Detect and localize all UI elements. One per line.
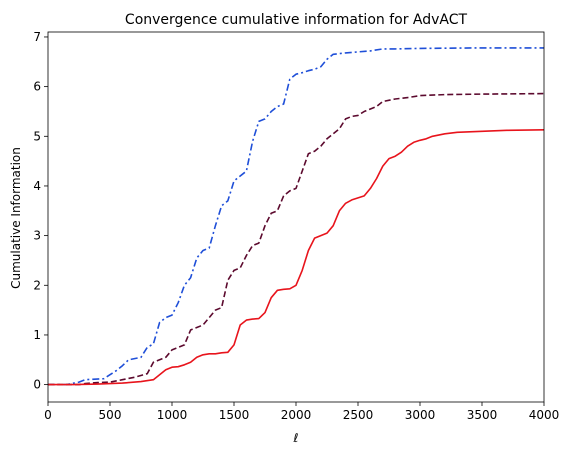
y-tick-label: 6 [33,80,41,94]
series-line-3 [48,129,545,386]
series-line-2 [48,92,545,386]
chart-title: Convergence cumulative information for A… [125,12,468,28]
y-tick-label: 4 [33,179,41,193]
y-tick-label: 0 [33,378,41,392]
y-tick-label: 7 [33,30,41,44]
x-axis-label: ℓ [293,431,299,445]
x-axis: 0 500 1000 1500 2000 2500 3000 3500 4000 [44,402,559,422]
x-tick-label: 3000 [405,408,436,422]
y-axis-label: Cumulative Information [9,147,23,289]
x-tick-label: 1500 [219,408,250,422]
x-tick-label: 500 [99,408,122,422]
x-tick-label: 4000 [529,408,560,422]
x-tick-label: 1000 [157,408,188,422]
y-axis: 0 1 2 3 4 5 6 7 [33,30,48,392]
plot-lines [48,47,545,386]
x-tick-label: 2000 [281,408,312,422]
x-tick-label: 3500 [467,408,498,422]
plot-frame [47,31,545,403]
series-line-1 [48,47,544,386]
x-tick-label: 2500 [343,408,374,422]
x-tick-label: 0 [44,408,52,422]
y-tick-label: 1 [33,328,41,342]
y-tick-label: 5 [33,129,41,143]
y-tick-label: 2 [33,278,41,292]
y-tick-label: 3 [33,229,41,243]
